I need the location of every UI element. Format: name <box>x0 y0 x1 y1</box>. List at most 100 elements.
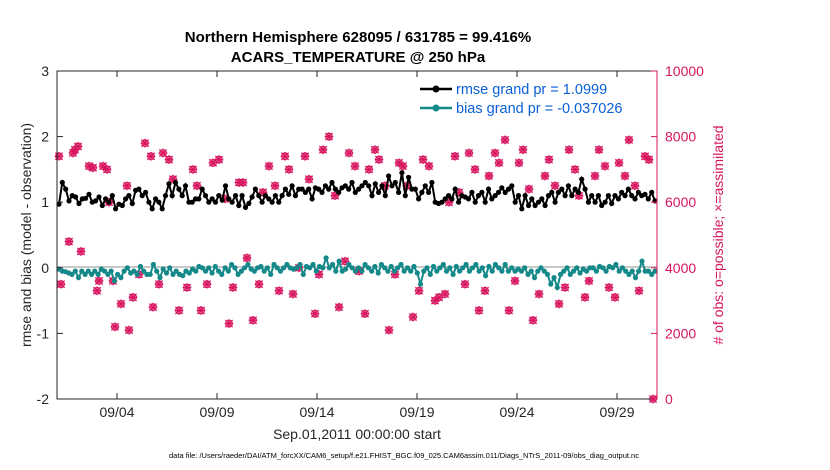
rmse-point <box>509 183 515 189</box>
obs-count-point <box>360 309 370 319</box>
bias-point <box>69 271 75 277</box>
rmse-point <box>216 193 222 199</box>
rmse-point <box>182 183 189 189</box>
bias-point <box>89 271 95 277</box>
rmse-point <box>166 181 172 187</box>
obs-assimilated-marker <box>560 283 570 292</box>
bias-point <box>538 265 544 271</box>
obs-count-point <box>384 325 394 335</box>
bias-point <box>636 268 642 274</box>
obs-count-point <box>634 286 644 296</box>
legend-bias-label: bias grand pr = -0.037026 <box>456 101 622 117</box>
obs-count-point <box>76 247 86 256</box>
x-tick-label: 09/09 <box>199 404 234 420</box>
bias-point <box>238 268 244 274</box>
bias-point <box>411 263 417 270</box>
right-axis-ticks: 0 2000 4000 6000 8000 10000 <box>651 63 704 407</box>
rmse-point <box>522 193 528 199</box>
obs-assimilated-marker <box>188 165 198 174</box>
rmse-point <box>452 186 458 192</box>
bias-point <box>163 270 170 276</box>
obs-count-point <box>238 178 248 187</box>
rmse-point <box>369 193 375 199</box>
rmse-point <box>106 199 112 205</box>
rmse-point <box>602 199 608 205</box>
rmse-point <box>219 197 225 203</box>
obs-count-point <box>350 161 360 171</box>
obs-assimilated-marker <box>570 165 580 174</box>
obs-assimilated-marker <box>510 276 520 286</box>
right-tick-label: 2000 <box>665 325 696 341</box>
bias-point <box>613 261 619 268</box>
bias-point <box>600 265 606 271</box>
obs-assimilated-marker <box>220 194 230 204</box>
bias-point <box>492 261 498 268</box>
bias-point <box>105 271 111 277</box>
bias-point <box>320 265 326 271</box>
rmse-point <box>515 193 522 199</box>
bias-point <box>95 271 101 277</box>
obs-assimilated-marker <box>174 306 184 315</box>
bias-point <box>137 263 143 270</box>
rmse-point <box>372 181 378 187</box>
obs-assimilated-marker <box>168 174 178 184</box>
rmse-point <box>555 189 562 195</box>
obs-assimilated-marker <box>540 171 550 181</box>
rmse-point <box>99 202 105 209</box>
obs-assimilated-marker <box>610 293 620 302</box>
obs-assimilated-marker <box>140 138 150 148</box>
obs-assimilated-marker <box>224 319 234 328</box>
obs-count-point <box>128 293 138 302</box>
legend-rmse-label: rmse grand pr = 1.0999 <box>456 82 607 98</box>
rmse-point <box>416 196 422 202</box>
obs-assimilated-marker <box>73 142 83 151</box>
obs-assimilated-marker <box>300 151 310 161</box>
obs-assimilated-marker <box>408 312 418 322</box>
bias-point <box>626 271 632 277</box>
obs-count-point <box>242 253 252 263</box>
rmse-point <box>336 189 342 195</box>
rmse-point <box>322 183 328 189</box>
bias-point <box>297 261 303 268</box>
rmse-point <box>63 186 69 192</box>
obs-assimilated-marker <box>208 158 218 168</box>
obs-count-point <box>174 306 184 315</box>
rmse-point <box>123 196 129 202</box>
bias-point <box>313 268 319 274</box>
obs-assimilated-marker <box>574 191 584 200</box>
obs-assimilated-marker <box>88 163 98 173</box>
obs-assimilated-marker <box>310 309 320 319</box>
left-tick-label: -1 <box>37 325 50 341</box>
rmse-point <box>93 198 99 204</box>
rmse-series <box>56 170 658 212</box>
bias-point <box>333 268 339 274</box>
rmse-point <box>619 189 625 195</box>
rmse-point <box>103 196 109 202</box>
bias-point <box>531 275 538 281</box>
bias-point <box>167 265 173 271</box>
bias-point <box>421 268 427 274</box>
rmse-point <box>502 189 508 195</box>
obs-assimilated-marker <box>554 299 564 309</box>
rmse-point <box>306 186 312 192</box>
obs-count-point <box>630 181 640 191</box>
obs-assimilated-marker <box>324 132 334 141</box>
bias-point <box>554 284 560 291</box>
obs-assimilated-marker <box>460 279 470 289</box>
obs-count-point <box>504 306 514 315</box>
bias-point <box>229 261 235 268</box>
x-tick-label: 09/04 <box>99 404 134 420</box>
bias-point <box>440 261 446 268</box>
obs-assimilated-marker <box>518 145 528 155</box>
rmse-point <box>272 193 278 199</box>
obs-assimilated-marker <box>92 286 102 296</box>
rmse-point <box>382 193 388 199</box>
obs-count-point <box>374 155 384 164</box>
legend-bias-marker <box>432 104 440 112</box>
obs-assimilated-marker <box>440 289 450 299</box>
rmse-point <box>505 186 512 192</box>
bias-point <box>343 266 349 272</box>
obs-count-point <box>318 145 328 155</box>
bias-point <box>323 255 329 261</box>
obs-count-point <box>470 165 480 174</box>
